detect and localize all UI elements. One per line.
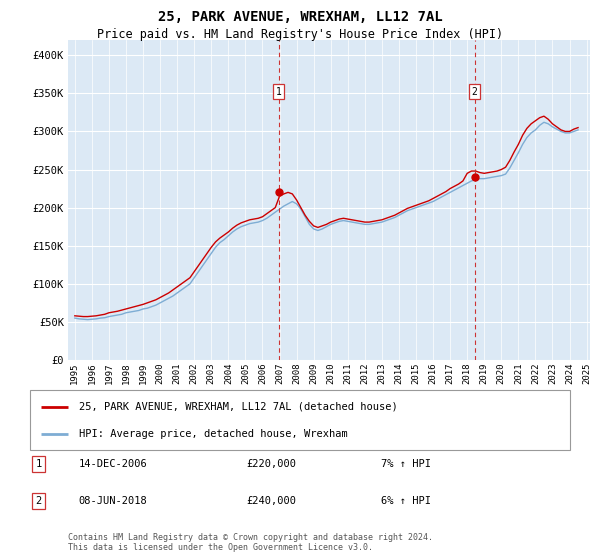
Text: Contains HM Land Registry data © Crown copyright and database right 2024.
This d: Contains HM Land Registry data © Crown c…	[68, 533, 433, 552]
FancyBboxPatch shape	[30, 390, 570, 450]
Text: 25, PARK AVENUE, WREXHAM, LL12 7AL: 25, PARK AVENUE, WREXHAM, LL12 7AL	[158, 10, 442, 24]
Text: Price paid vs. HM Land Registry's House Price Index (HPI): Price paid vs. HM Land Registry's House …	[97, 28, 503, 41]
Text: 2: 2	[35, 496, 42, 506]
Text: 1: 1	[276, 87, 282, 97]
Text: 6% ↑ HPI: 6% ↑ HPI	[381, 496, 431, 506]
Text: 14-DEC-2006: 14-DEC-2006	[79, 459, 148, 469]
Text: 1: 1	[35, 459, 42, 469]
Text: £220,000: £220,000	[246, 459, 296, 469]
Text: HPI: Average price, detached house, Wrexham: HPI: Average price, detached house, Wrex…	[79, 430, 347, 440]
Text: 25, PARK AVENUE, WREXHAM, LL12 7AL (detached house): 25, PARK AVENUE, WREXHAM, LL12 7AL (deta…	[79, 402, 397, 412]
Text: £240,000: £240,000	[246, 496, 296, 506]
Text: 7% ↑ HPI: 7% ↑ HPI	[381, 459, 431, 469]
Text: 2: 2	[472, 87, 478, 97]
Text: 08-JUN-2018: 08-JUN-2018	[79, 496, 148, 506]
